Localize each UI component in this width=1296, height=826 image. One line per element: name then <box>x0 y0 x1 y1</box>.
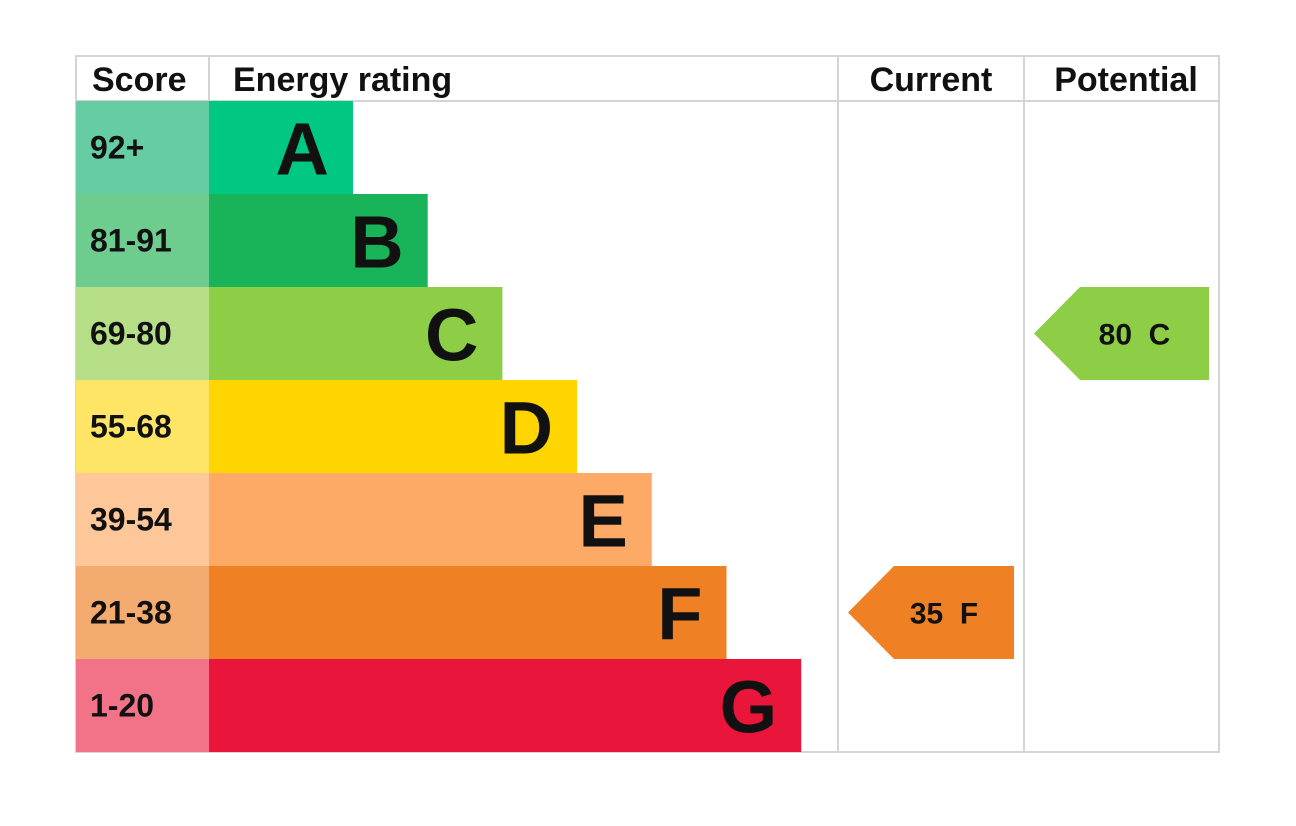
rating-bar-e <box>209 473 652 566</box>
header-row: Score Energy rating Current Potential <box>92 61 1198 99</box>
score-cell-b <box>76 194 209 287</box>
score-range-c: 69-80 <box>90 316 172 352</box>
band-g: 1-20 G <box>76 659 802 752</box>
rating-letter-e: E <box>578 480 627 563</box>
score-cell-d <box>76 380 209 473</box>
score-range-g: 1-20 <box>90 688 154 724</box>
rating-letter-c: C <box>425 294 478 377</box>
header-current: Current <box>870 61 993 99</box>
rating-arrows: 35 F 80 C <box>848 287 1209 659</box>
score-range-f: 21-38 <box>90 595 172 631</box>
score-cell-f <box>76 566 209 659</box>
band-a: 92+ A <box>76 101 353 194</box>
rating-bar-a <box>209 101 353 194</box>
header-potential: Potential <box>1054 61 1198 99</box>
score-range-d: 55-68 <box>90 409 172 445</box>
score-cell-c <box>76 287 209 380</box>
potential-rating-arrow-shape <box>1034 287 1209 380</box>
band-b: 81-91 B <box>76 194 428 287</box>
band-d: 55-68 D <box>76 380 578 473</box>
rating-bar-c <box>209 287 503 380</box>
rating-letter-b: B <box>350 201 403 284</box>
score-cell-g <box>76 659 209 752</box>
score-range-a: 92+ <box>90 130 144 166</box>
current-rating-arrow-shape <box>848 566 1014 659</box>
rating-letter-g: G <box>720 666 778 749</box>
band-e: 39-54 E <box>76 473 652 566</box>
rating-bar-g <box>209 659 802 752</box>
rating-letter-a: A <box>276 108 329 191</box>
rating-bar-b <box>209 194 428 287</box>
score-cell-a <box>76 101 209 194</box>
header-score: Score <box>92 61 187 99</box>
potential-rating-arrow: 80 C <box>1034 287 1209 380</box>
rating-bar-d <box>209 380 578 473</box>
rating-bar-f <box>209 566 727 659</box>
potential-rating-arrow-label: 80 C <box>1099 319 1171 352</box>
score-cell-e <box>76 473 209 566</box>
band-c: 69-80 C <box>76 287 503 380</box>
header-energy-rating: Energy rating <box>233 61 452 99</box>
current-rating-arrow-label: 35 F <box>910 598 978 631</box>
score-range-b: 81-91 <box>90 223 172 259</box>
rating-letter-f: F <box>657 573 702 656</box>
rating-letter-d: D <box>500 387 553 470</box>
band-f: 21-38 F <box>76 566 727 659</box>
rating-bands: 92+ A 81-91 B 69-80 C 55-68 D 39-54 E 21-38 F 1-20 G <box>76 101 802 752</box>
current-rating-arrow: 35 F <box>848 566 1014 659</box>
score-range-e: 39-54 <box>90 502 172 538</box>
